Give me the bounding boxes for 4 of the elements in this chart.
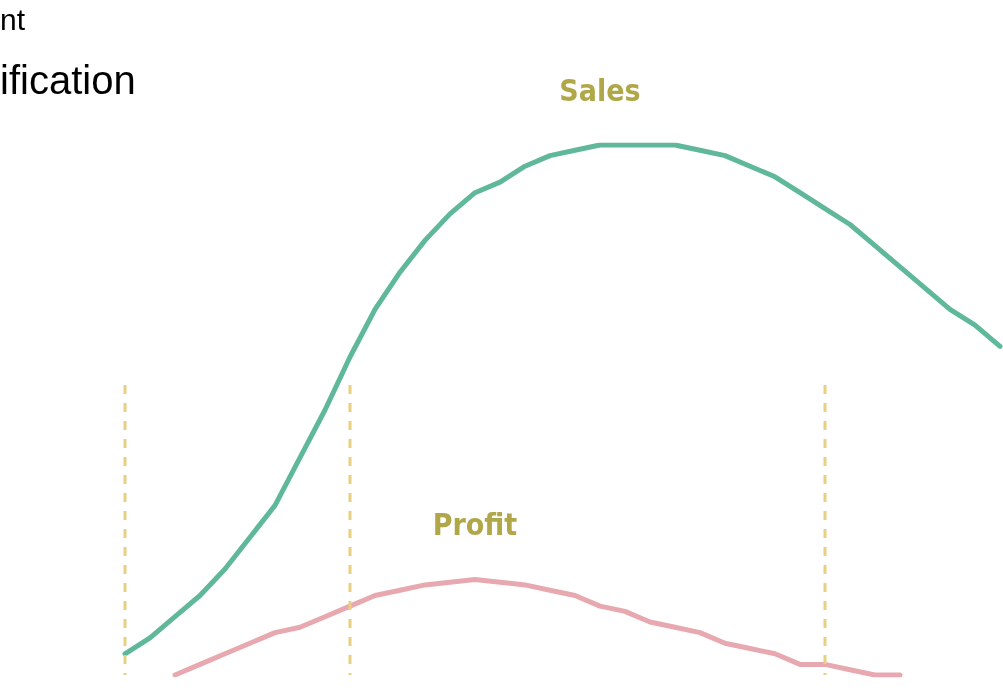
text: nt xyxy=(0,2,26,36)
series-label: Sales xyxy=(559,72,641,108)
series-label: Profit xyxy=(432,507,518,543)
text: ification xyxy=(0,58,136,102)
